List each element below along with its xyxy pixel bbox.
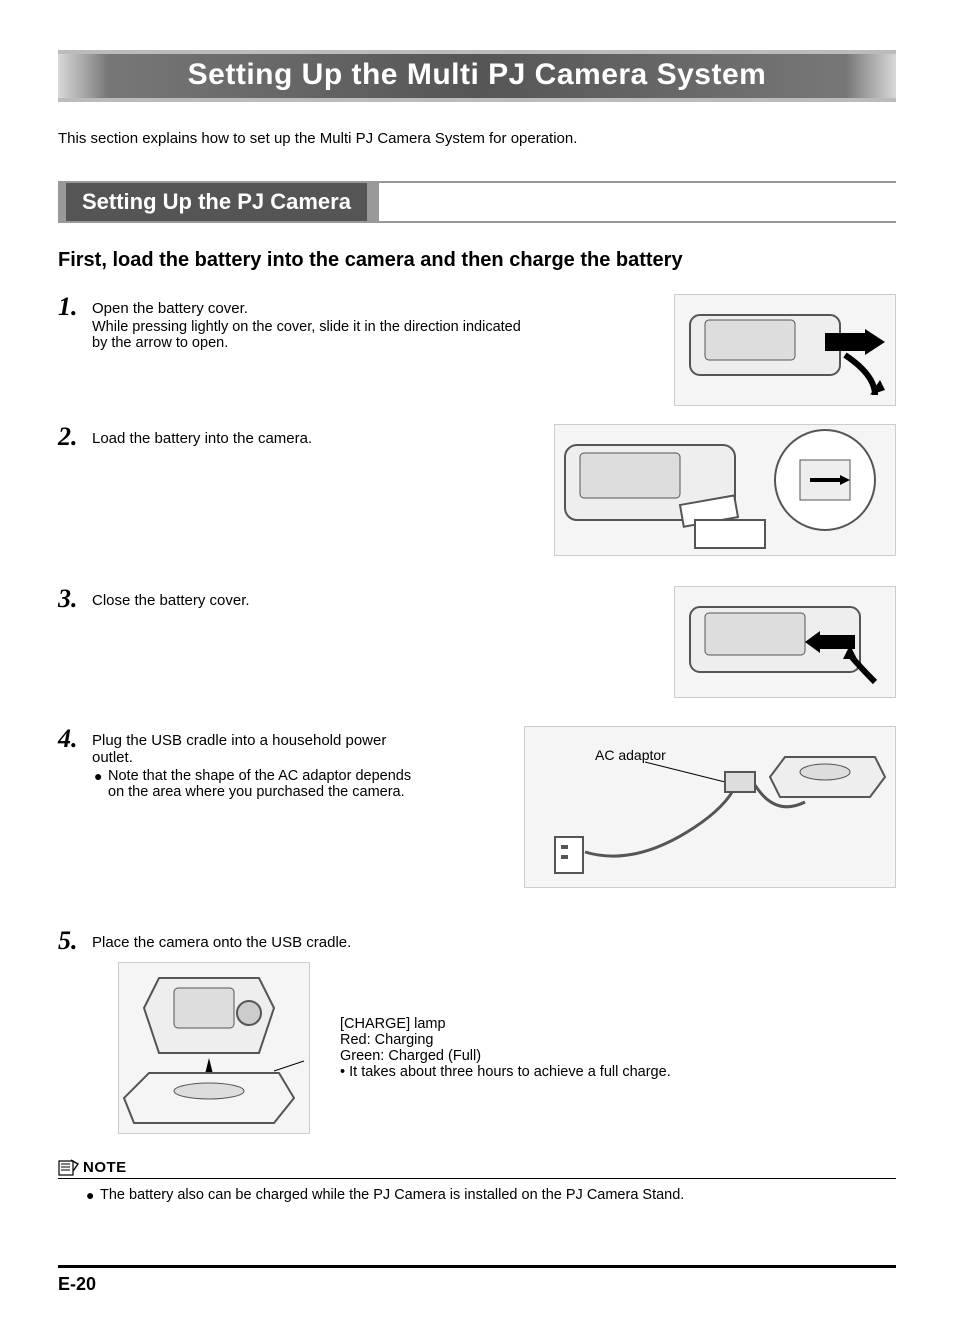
- step-body: Load the battery into the camera.: [92, 424, 534, 447]
- step-body: Place the camera onto the USB cradle.: [92, 928, 896, 951]
- note-block: NOTE ● The battery also can be charged w…: [58, 1158, 896, 1203]
- step-text: Place the camera onto the USB cradle.: [92, 934, 896, 951]
- step-bullet: Note that the shape of the AC adaptor de…: [108, 768, 424, 800]
- step-body: Open the battery cover. While pressing l…: [92, 294, 654, 351]
- step-body: Close the battery cover.: [92, 586, 654, 609]
- camera-close-cover-illustration: [674, 586, 896, 698]
- bullet-icon: ●: [94, 768, 108, 784]
- intro-text: This section explains how to set up the …: [58, 130, 896, 147]
- step-number: 3.: [58, 586, 92, 612]
- usb-cradle-ac-adaptor-illustration: AC adaptor: [524, 726, 896, 888]
- ac-adaptor-label: AC adaptor: [595, 747, 666, 763]
- page-footer: E-20: [58, 1265, 896, 1295]
- step-number: 2.: [58, 424, 92, 450]
- step: 5. Place the camera onto the USB cradle.…: [58, 928, 896, 1134]
- step-text: Load the battery into the camera.: [92, 430, 522, 447]
- step-number: 4.: [58, 726, 92, 752]
- step: 4. Plug the USB cradle into a household …: [58, 726, 896, 888]
- step-figure: [554, 424, 896, 556]
- charge-time-note: • It takes about three hours to achieve …: [340, 1064, 671, 1080]
- note-header: NOTE: [58, 1158, 896, 1179]
- charge-green: Green: Charged (Full): [340, 1048, 671, 1064]
- step: 1. Open the battery cover. While pressin…: [58, 294, 896, 406]
- step-text: Open the battery cover.: [92, 300, 522, 317]
- step-text: Close the battery cover.: [92, 592, 522, 609]
- step-detail: While pressing lightly on the cover, sli…: [92, 319, 522, 351]
- step: 3. Close the battery cover.: [58, 586, 896, 698]
- step-body: Plug the USB cradle into a household pow…: [92, 726, 504, 800]
- section-heading-bar: Setting Up the PJ Camera: [58, 181, 896, 223]
- subsection-heading: First, load the battery into the camera …: [58, 249, 896, 272]
- manual-page: Setting Up the Multi PJ Camera System Th…: [0, 0, 954, 1337]
- note-label: NOTE: [83, 1159, 127, 1176]
- page-title-banner: Setting Up the Multi PJ Camera System: [58, 50, 896, 102]
- camera-insert-battery-illustration: [554, 424, 896, 556]
- note-text: The battery also can be charged while th…: [100, 1187, 896, 1203]
- bullet-icon: ●: [86, 1187, 100, 1203]
- step-text: Plug the USB cradle into a household pow…: [92, 732, 402, 766]
- step: 2. Load the battery into the camera.: [58, 424, 896, 556]
- page-number: E-20: [58, 1274, 96, 1294]
- step-figure: [674, 586, 896, 698]
- step-number: 1.: [58, 294, 92, 320]
- camera-open-cover-illustration: [674, 294, 896, 406]
- step-number: 5.: [58, 928, 92, 954]
- charge-red: Red: Charging: [340, 1032, 671, 1048]
- step5-figure-row: [CHARGE] lamp Red: Charging Green: Charg…: [118, 962, 896, 1134]
- charge-lamp-info: [CHARGE] lamp Red: Charging Green: Charg…: [340, 1016, 671, 1080]
- note-content: ● The battery also can be charged while …: [58, 1179, 896, 1203]
- section-heading: Setting Up the PJ Camera: [58, 183, 379, 221]
- page-title: Setting Up the Multi PJ Camera System: [58, 58, 896, 92]
- note-icon: [58, 1158, 80, 1176]
- step-figure: [674, 294, 896, 406]
- step-figure: AC adaptor: [524, 726, 896, 888]
- camera-on-cradle-illustration: [118, 962, 310, 1134]
- charge-lamp-label: [CHARGE] lamp: [340, 1016, 671, 1032]
